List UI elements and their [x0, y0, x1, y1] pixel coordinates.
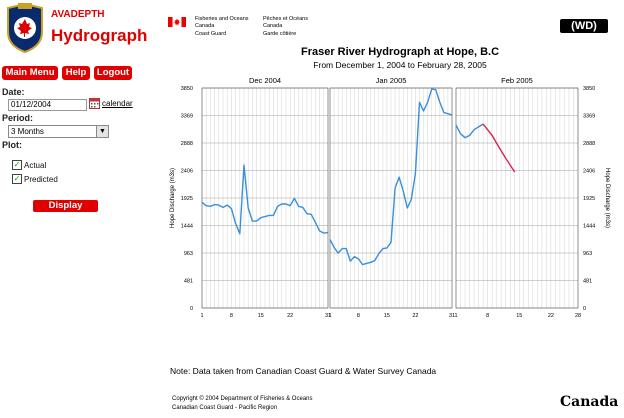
x-tick-label: 15 — [516, 313, 522, 319]
logout-button[interactable]: Logout — [94, 66, 132, 80]
chevron-down-icon[interactable]: ▼ — [96, 126, 108, 137]
y-tick-label-left: 2888 — [181, 141, 193, 147]
y-tick-label-right: 3369 — [583, 114, 595, 120]
x-tick-label: 28 — [575, 313, 581, 319]
y-tick-label-left: 3369 — [181, 114, 193, 120]
calendar-link[interactable]: calendar — [102, 99, 133, 108]
x-tick-label: 8 — [357, 313, 360, 319]
fisheries-oceans-french: Pêches et Océans Canada Garde côtière — [263, 16, 308, 37]
x-tick-label: 31 — [449, 313, 455, 319]
y-tick-label-left: 963 — [184, 251, 193, 257]
calendar-icon[interactable] — [89, 98, 100, 109]
y-tick-label-left: 481 — [184, 279, 193, 285]
canada-wordmark: Canada — [560, 394, 619, 410]
panel-frame — [329, 87, 453, 309]
y-tick-label-left: 2406 — [181, 169, 193, 175]
fisheries-oceans-english: Fisheries and Oceans Canada Coast Guard — [195, 16, 249, 37]
app-title: Hydrograph — [51, 26, 148, 45]
chart-subtitle: From December 1, 2004 to February 28, 20… — [313, 60, 487, 70]
wd-badge: (WD) — [560, 19, 608, 33]
copyright-line-1: Copyright © 2004 Department of Fisheries… — [172, 396, 313, 402]
display-button[interactable]: Display — [33, 200, 98, 212]
x-tick-label: 31 — [325, 313, 331, 319]
period-select-value: 3 Months — [11, 127, 44, 136]
coast-guard-crest-logo — [7, 2, 43, 54]
actual-series-line — [455, 123, 484, 139]
predicted-series-line — [482, 123, 516, 173]
x-tick-label: 8 — [486, 313, 489, 319]
date-label: Date: — [2, 87, 25, 97]
y-tick-label-right: 2406 — [583, 169, 595, 175]
period-select[interactable]: 3 Months ▼ — [8, 125, 109, 138]
panel-frame — [201, 87, 329, 309]
help-button[interactable]: Help — [62, 66, 90, 80]
canada-flag-icon — [168, 17, 186, 27]
x-tick-label: 15 — [384, 313, 390, 319]
month-label: Feb 2005 — [501, 76, 533, 85]
copyright-line-2: Canadian Coast Guard - Pacific Region — [172, 405, 278, 411]
y-tick-label-right: 963 — [583, 251, 592, 257]
x-tick-label: 22 — [548, 313, 554, 319]
month-label: Dec 2004 — [249, 76, 281, 85]
predicted-checkbox-label: Predicted — [24, 175, 58, 184]
actual-checkbox[interactable]: ✓ — [12, 160, 22, 170]
y-tick-label-right: 0 — [583, 306, 586, 312]
y-axis-label-left: Hope Discharge (m3s) — [170, 168, 176, 228]
y-tick-label-right: 2888 — [583, 141, 595, 147]
app-subtitle: AVADEPTH — [51, 9, 105, 20]
y-tick-label-right: 1444 — [583, 224, 595, 230]
plot-label: Plot: — [2, 140, 22, 150]
y-tick-label-left: 0 — [190, 306, 193, 312]
x-tick-label: 8 — [230, 313, 233, 319]
predicted-checkbox[interactable]: ✓ — [12, 174, 22, 184]
data-source-note: Note: Data taken from Canadian Coast Gua… — [170, 366, 437, 376]
y-tick-label-left: 1925 — [181, 196, 193, 202]
y-axis-label-right: Hope Discharge (m3s) — [604, 168, 610, 228]
y-tick-label-right: 3850 — [583, 86, 595, 92]
y-tick-label-right: 481 — [583, 279, 592, 285]
main-menu-button[interactable]: Main Menu — [2, 66, 58, 80]
y-tick-label-right: 1925 — [583, 196, 595, 202]
x-tick-label: 1 — [454, 313, 457, 319]
panel-frame — [455, 87, 579, 309]
actual-series-line — [201, 164, 329, 235]
date-input[interactable]: 01/12/2004 — [8, 99, 87, 111]
x-tick-label: 15 — [258, 313, 264, 319]
actual-series-line — [329, 88, 453, 266]
x-tick-label: 22 — [287, 313, 293, 319]
actual-checkbox-label: Actual — [24, 161, 47, 170]
x-tick-label: 1 — [328, 313, 331, 319]
month-label: Jan 2005 — [376, 76, 407, 85]
y-tick-label-left: 1444 — [181, 224, 193, 230]
x-tick-label: 1 — [200, 313, 203, 319]
y-tick-label-left: 3850 — [181, 86, 193, 92]
chart-title: Fraser River Hydrograph at Hope, B.C — [300, 46, 500, 58]
period-label: Period: — [2, 113, 34, 123]
x-tick-label: 22 — [412, 313, 418, 319]
